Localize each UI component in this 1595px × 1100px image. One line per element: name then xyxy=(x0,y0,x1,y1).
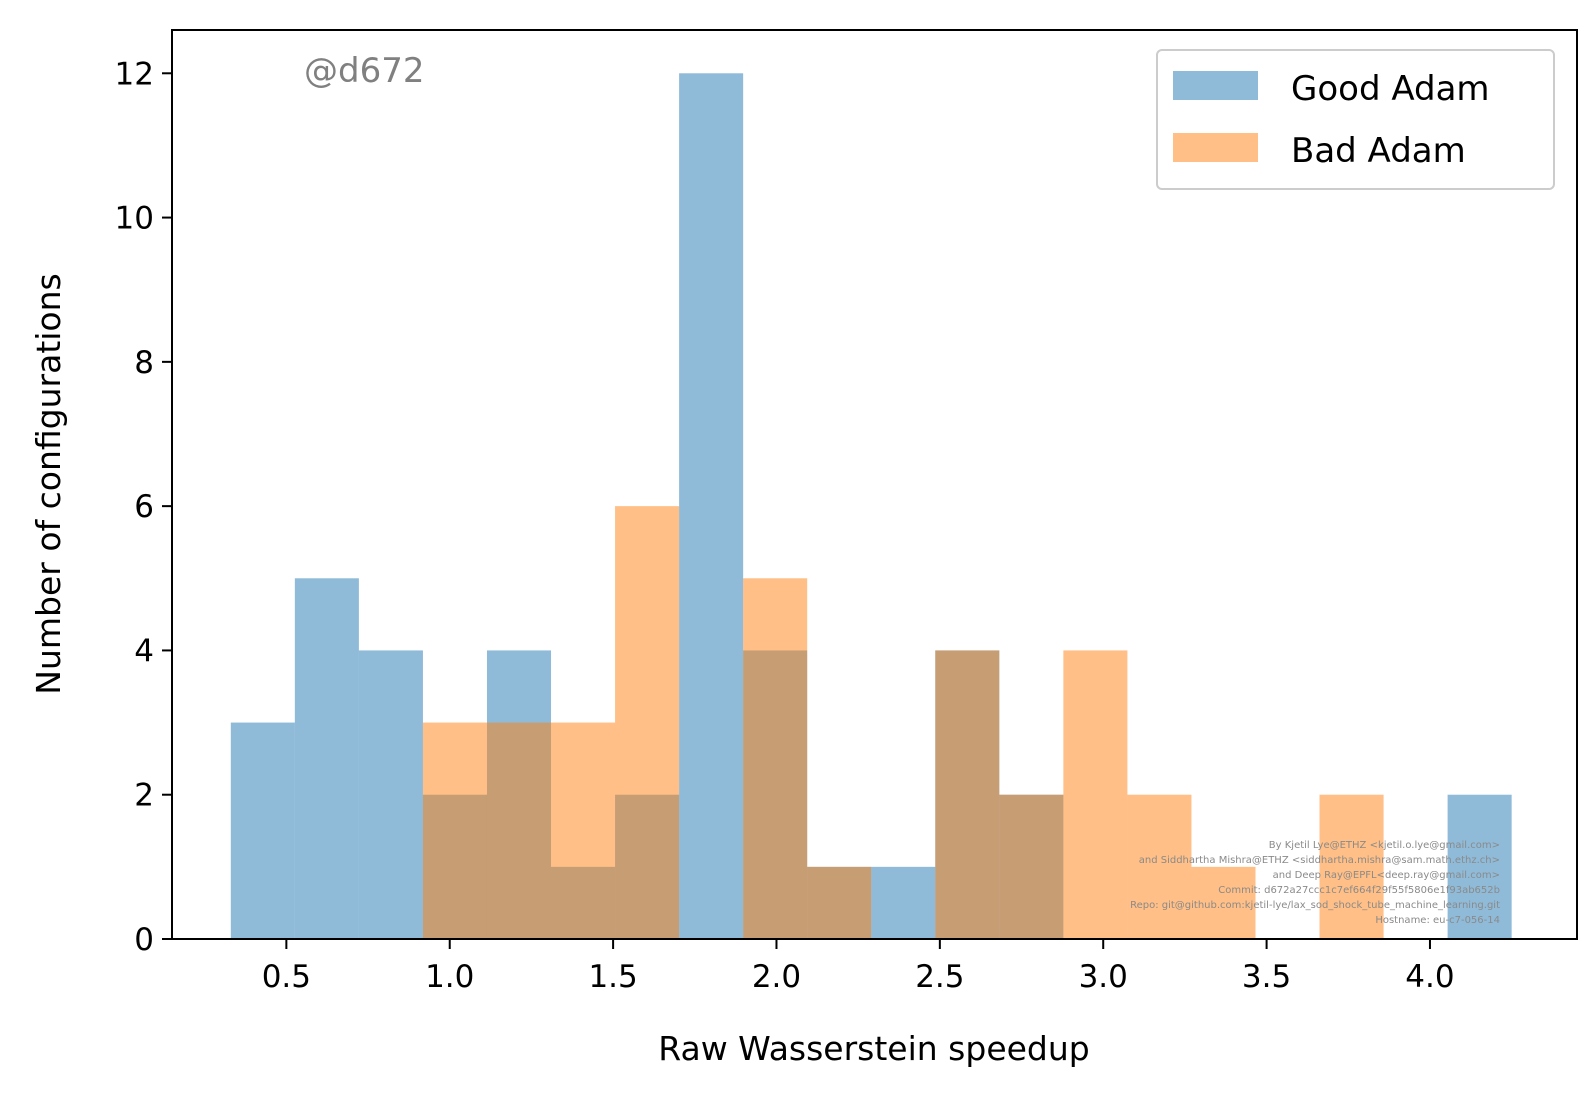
y-tick-label-0: 0 xyxy=(134,922,154,958)
commit-stamp: @d672 xyxy=(304,51,424,91)
y-tick-label-4: 8 xyxy=(134,345,154,381)
y-axis-ticks: 0 2 4 6 8 10 12 xyxy=(115,56,172,958)
x-tick-label-6: 3.5 xyxy=(1242,959,1291,995)
legend-swatch-bad-adam xyxy=(1173,133,1258,162)
bar-good-adam-1 xyxy=(294,578,359,939)
y-tick-label-2: 4 xyxy=(134,633,154,669)
x-tick-label-1: 1.0 xyxy=(425,959,474,995)
bar-good-adam-10 xyxy=(871,866,936,939)
y-tick-label-3: 6 xyxy=(134,489,154,525)
bar-bad-adam-8 xyxy=(743,578,808,939)
bar-bad-adam-6 xyxy=(615,506,680,939)
credit-line-5: Repo: git@github.com:kjetil-lye/lax_sod_… xyxy=(1130,900,1500,911)
bar-bad-adam-14 xyxy=(1127,794,1192,939)
y-tick-label-5: 10 xyxy=(115,201,154,237)
credit-line-1: By Kjetil Lye@ETHZ <kjetil.o.lye@gmail.c… xyxy=(1269,840,1500,851)
x-tick-label-5: 3.0 xyxy=(1079,959,1128,995)
bar-bad-adam-12 xyxy=(999,794,1064,939)
bar-bad-adam-11 xyxy=(935,650,1000,939)
x-tick-label-4: 2.5 xyxy=(915,959,964,995)
bar-bad-adam-5 xyxy=(551,722,616,939)
bar-good-adam-0 xyxy=(230,722,295,939)
bar-bad-adam-9 xyxy=(807,866,872,939)
credit-line-2: and Siddhartha Mishra@ETHZ <siddhartha.m… xyxy=(1139,855,1500,866)
x-axis-ticks: 0.5 1.0 1.5 2.0 2.5 3.0 3.5 4.0 xyxy=(262,939,1455,995)
bar-bad-adam-13 xyxy=(1063,650,1128,939)
bar-bad-adam-4 xyxy=(486,722,552,939)
bar-good-adam-2 xyxy=(358,650,423,939)
credit-line-4: Commit: d672a27ccc1c7ef664f29f55f5806e1f… xyxy=(1218,885,1500,896)
x-axis-title: Raw Wasserstein speedup xyxy=(658,1029,1089,1068)
x-tick-label-3: 2.0 xyxy=(752,959,801,995)
y-tick-label-1: 2 xyxy=(134,778,154,814)
bar-good-adam-7 xyxy=(679,73,744,940)
y-tick-label-6: 12 xyxy=(115,56,154,92)
x-tick-label-7: 4.0 xyxy=(1405,959,1454,995)
plot-frame xyxy=(171,29,1578,940)
credit-line-3: and Deep Ray@EPFL<deep.ray@gmail.com> xyxy=(1273,870,1500,881)
bar-bad-adam-15 xyxy=(1191,866,1256,939)
legend-label-bad-adam: Bad Adam xyxy=(1291,131,1466,171)
bar-good-adam-19 xyxy=(1447,794,1512,939)
x-tick-label-0: 0.5 xyxy=(262,959,311,995)
legend: Good Adam Bad Adam xyxy=(1156,49,1555,190)
bar-bad-adam-3 xyxy=(422,722,487,939)
legend-label-good-adam: Good Adam xyxy=(1291,69,1490,109)
legend-swatch-good-adam xyxy=(1173,71,1258,100)
histogram-bars xyxy=(230,73,1512,940)
y-axis-title: Number of configurations xyxy=(29,273,68,694)
x-tick-label-2: 1.5 xyxy=(588,959,637,995)
credits-block: By Kjetil Lye@ETHZ <kjetil.o.lye@gmail.c… xyxy=(1130,840,1500,926)
credit-line-6: Hostname: eu-c7-056-14 xyxy=(1375,915,1500,926)
bar-bad-adam-17 xyxy=(1319,794,1384,939)
